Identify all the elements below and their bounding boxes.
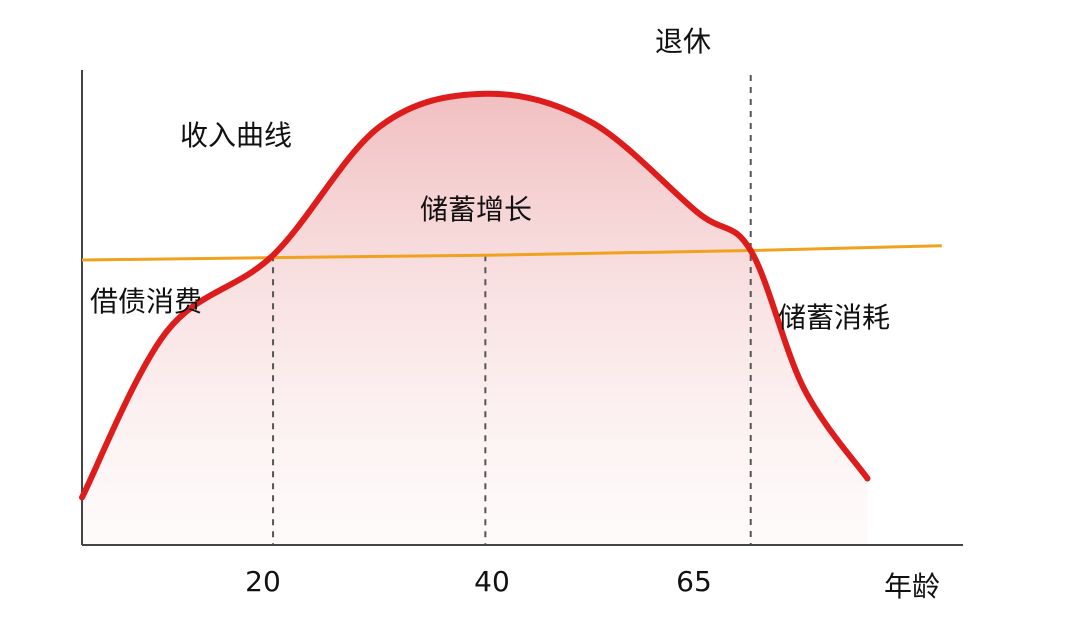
saving-consumption-annotation: 储蓄消耗 [778,301,891,334]
saving-growth-annotation: 储蓄增长 [420,193,533,226]
series-lines [79,90,942,501]
axes [81,70,963,546]
x-tick-label: 20 [245,565,281,598]
x-tick-label: 40 [474,565,510,598]
reference-lines [272,75,752,545]
debt-consumption-annotation: 借债消费 [90,285,203,318]
income-curve-line [79,90,871,501]
income-area-fill [82,93,868,545]
income-curve-annotation: 收入曲线 [180,119,293,152]
saving-area [82,93,868,545]
consumption-line [81,244,942,262]
retire-annotation: 退休 [655,25,712,58]
x-axis-label: 年龄 [884,570,941,603]
x-tick-label: 65 [676,565,712,598]
